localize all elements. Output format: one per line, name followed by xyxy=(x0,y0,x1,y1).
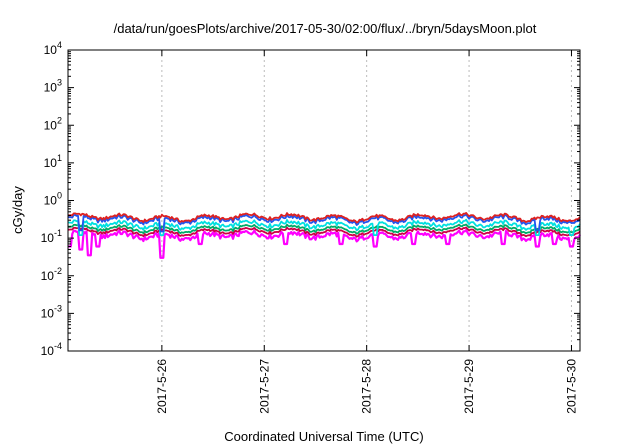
x-tick-label: 2017-5-30 xyxy=(564,359,578,414)
x-tick-label: 2017-5-26 xyxy=(155,359,169,414)
y-axis: 10-4 10-3 10-2 10-1 100 101 102 103 104 xyxy=(41,40,580,358)
x-tick-label: 2017-5-28 xyxy=(360,359,374,414)
y-tick-label: 10-3 xyxy=(41,303,62,320)
y-axis-label: cGy/day xyxy=(10,186,25,234)
series-line-5 xyxy=(68,212,581,224)
plot-frame xyxy=(67,49,581,352)
series-line-4 xyxy=(67,213,581,233)
series-line-3 xyxy=(67,218,581,236)
chart-title: /data/run/goesPlots/archive/2017-05-30/0… xyxy=(114,21,537,36)
y-tick-label: 104 xyxy=(44,40,62,57)
series-group xyxy=(67,212,581,259)
y-tick-label: 103 xyxy=(44,78,62,95)
series-line-0 xyxy=(68,228,581,259)
x-tick-label: 2017-5-27 xyxy=(257,359,271,414)
y-tick-label: 10-4 xyxy=(41,341,62,358)
grid xyxy=(161,50,572,351)
y-tick-label: 101 xyxy=(44,153,62,170)
y-tick-label: 10-2 xyxy=(41,266,62,283)
y-tick-label: 102 xyxy=(44,115,62,132)
x-axis-label: Coordinated Universal Time (UTC) xyxy=(224,429,423,444)
y-tick-label: 100 xyxy=(44,191,62,208)
series-line-2 xyxy=(68,223,581,235)
y-tick-label: 10-1 xyxy=(41,228,62,245)
x-axis: 2017-5-26 2017-5-27 2017-5-28 2017-5-29 2017… xyxy=(155,50,578,414)
x-tick-label: 2017-5-29 xyxy=(462,359,476,414)
series-line-1 xyxy=(67,226,581,238)
